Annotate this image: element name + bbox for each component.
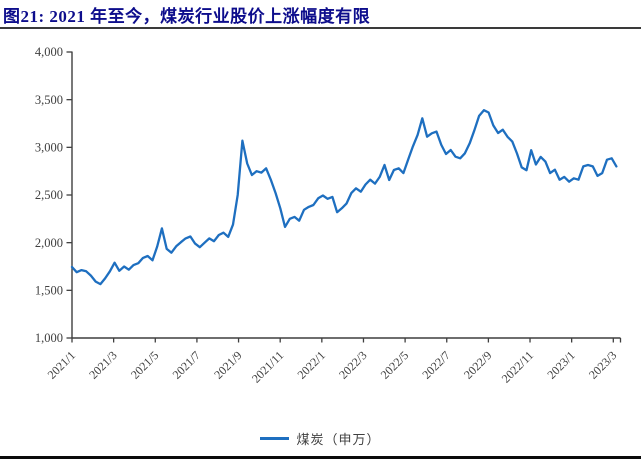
y-axis-tick-label: 1,000	[35, 331, 63, 345]
x-axis-tick-label: 2023/1	[544, 348, 577, 381]
title-underline	[0, 27, 641, 29]
legend-line-sample-icon	[260, 436, 290, 440]
x-axis-tick-label: 2022/7	[419, 348, 452, 381]
chart-legend: 煤炭（申万）	[0, 429, 641, 447]
y-axis-tick-label: 2,500	[35, 188, 63, 202]
page-title: 图21: 2021 年至今，煤炭行业股价上涨幅度有限	[3, 7, 371, 26]
x-axis-tick-label: 2021/3	[86, 348, 119, 381]
x-axis-tick-label: 2021/1	[45, 348, 78, 381]
x-axis-tick-label: 2023/3	[586, 348, 619, 381]
x-axis-tick-label: 2021/5	[128, 348, 161, 381]
x-axis-tick-label: 2021/9	[211, 348, 244, 381]
x-axis-tick-label: 2022/3	[336, 348, 369, 381]
x-axis-tick-label: 2021/11	[249, 348, 286, 385]
x-axis-tick-label: 2022/5	[378, 348, 411, 381]
y-axis-tick-label: 3,000	[35, 141, 63, 155]
x-axis-tick-label: 2021/7	[170, 348, 203, 381]
x-axis-tick-label: 2022/1	[294, 348, 327, 381]
figure-bottom-rule	[0, 456, 641, 459]
x-axis-tick-label: 2022/11	[499, 348, 536, 385]
coal-price-series-line	[70, 109, 618, 286]
y-axis-tick-label: 1,500	[35, 284, 63, 298]
x-axis-tick-label: 2022/9	[461, 348, 494, 381]
y-axis-tick-label: 4,000	[35, 45, 63, 59]
y-axis-tick-label: 2,000	[35, 236, 63, 250]
legend-series-label: 煤炭（申万）	[296, 431, 381, 447]
y-axis-tick-label: 3,500	[35, 93, 63, 107]
